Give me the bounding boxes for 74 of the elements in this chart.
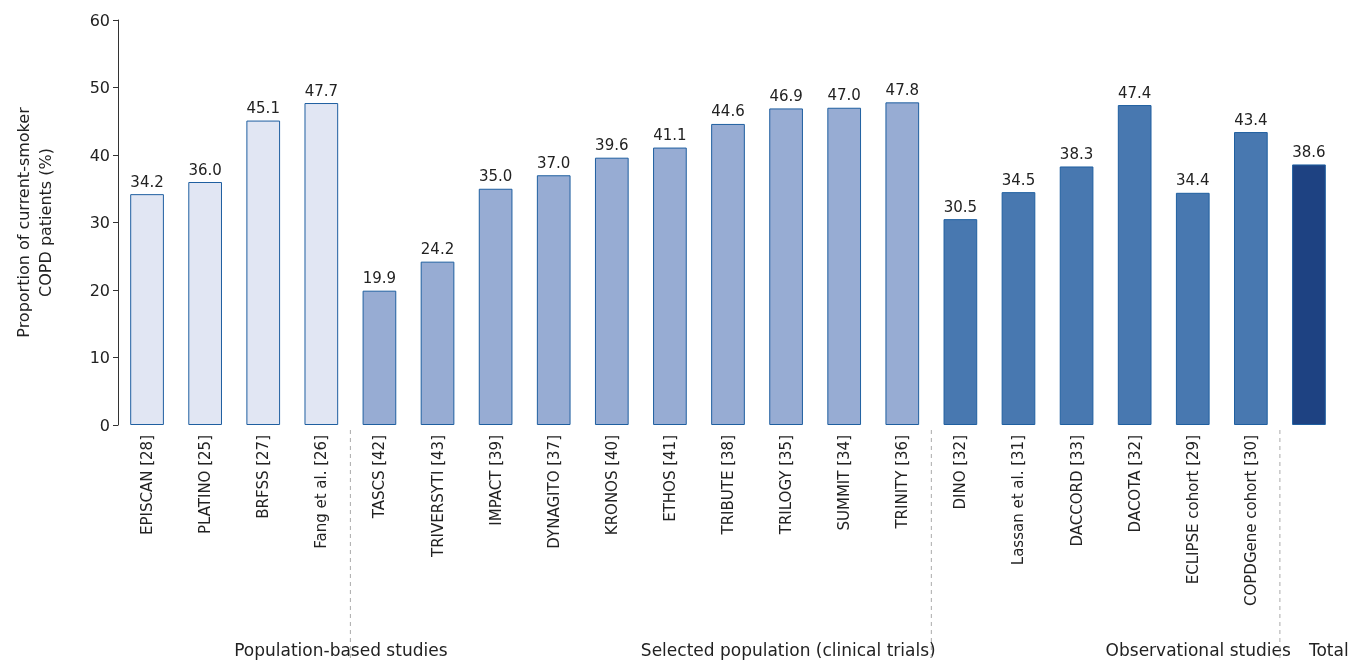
bar — [130, 194, 164, 425]
data-label: 43.4 — [1234, 110, 1268, 129]
bar — [943, 219, 978, 425]
bar — [304, 103, 339, 425]
x-tick-label: EPISCAN [28] — [138, 435, 157, 535]
bar — [1292, 164, 1326, 425]
bar — [246, 120, 281, 425]
x-tick-label: DYNAGITO [37] — [544, 435, 563, 549]
bar — [478, 188, 513, 425]
x-tick-label: ETHOS [41] — [660, 435, 679, 522]
bar — [769, 108, 803, 425]
y-tick-label: 10 — [89, 348, 110, 367]
x-tick-label: SUMMIT [34] — [835, 435, 854, 531]
x-tick-label: DACOTA [32] — [1125, 435, 1144, 533]
data-label: 38.3 — [1059, 144, 1094, 163]
bar — [1175, 192, 1210, 425]
bar — [536, 175, 571, 425]
data-label: 46.9 — [769, 86, 803, 105]
y-tick-label: 0 — [99, 415, 110, 435]
x-tick-label: TRINITY [36] — [893, 435, 912, 530]
data-label: 34.2 — [130, 172, 164, 191]
y-axis-title: Proportion of current-smoker COPD patients (%) — [13, 106, 55, 338]
bar — [827, 107, 862, 425]
data-label: 47.8 — [885, 80, 919, 99]
bar — [594, 157, 629, 425]
bar — [653, 147, 687, 425]
x-tick-label: PLATINO [25] — [196, 435, 215, 535]
x-tick-label: TRIBUTE [38] — [719, 435, 737, 536]
data-label: 19.9 — [362, 269, 397, 288]
bar — [188, 182, 222, 425]
x-tick-label: DINO [32] — [951, 435, 970, 510]
data-label: 47.7 — [304, 81, 339, 100]
bar — [1059, 166, 1094, 425]
y-tick-label: 50 — [89, 78, 110, 97]
data-label: 37.0 — [537, 153, 571, 172]
data-label: 35.0 — [478, 167, 513, 186]
data-label: 44.6 — [711, 102, 745, 121]
text: Population-based studies — [234, 639, 448, 660]
y-tick-label: 60 — [89, 10, 110, 30]
x-tick-label: Lassan et al. [31] — [1009, 435, 1028, 566]
text: Selected population (clinical trials) — [640, 639, 936, 660]
x-tick-label: TRILOGY [35] — [777, 435, 796, 536]
data-label: 47.4 — [1117, 83, 1152, 102]
data-label: 47.0 — [827, 86, 861, 105]
x-tick-label: DACCORD [33] — [1067, 435, 1086, 547]
bar — [711, 123, 745, 425]
text: Observational studies — [1105, 639, 1291, 660]
y-tick-label: 20 — [89, 280, 110, 300]
x-tick-label: ECLIPSE cohort [29] — [1183, 435, 1202, 585]
x-tick-label: Fang et al. [26] — [312, 435, 331, 549]
data-label: 34.4 — [1176, 171, 1210, 190]
bar — [1234, 132, 1268, 425]
x-tick-label: KRONOS [40] — [602, 435, 621, 536]
x-tick-label: TASCS [42] — [370, 435, 389, 520]
x-tick-label: COPDGene cohort [30] — [1241, 435, 1260, 606]
bar — [1001, 192, 1036, 425]
x-tick-label: BRFSS [27] — [254, 435, 273, 519]
data-label: 36.0 — [188, 160, 222, 179]
data-label: 38.6 — [1292, 142, 1326, 161]
bar — [1117, 105, 1152, 425]
y-tick-label: 40 — [89, 145, 110, 165]
bar — [885, 102, 920, 425]
data-label: 24.2 — [420, 240, 455, 259]
bar — [362, 290, 397, 425]
bar — [420, 261, 455, 425]
text: Total — [1307, 639, 1349, 660]
data-label: 34.5 — [1001, 170, 1036, 189]
data-label: 39.6 — [595, 136, 629, 155]
x-tick-label: TRIVERSYTI [43] — [428, 435, 447, 558]
x-tick-label: IMPACT [39] — [486, 435, 505, 526]
data-label: 41.1 — [653, 126, 687, 145]
y-tick-label: 30 — [89, 213, 110, 232]
data-label: 45.1 — [246, 99, 280, 118]
data-label: 30.5 — [943, 197, 978, 216]
